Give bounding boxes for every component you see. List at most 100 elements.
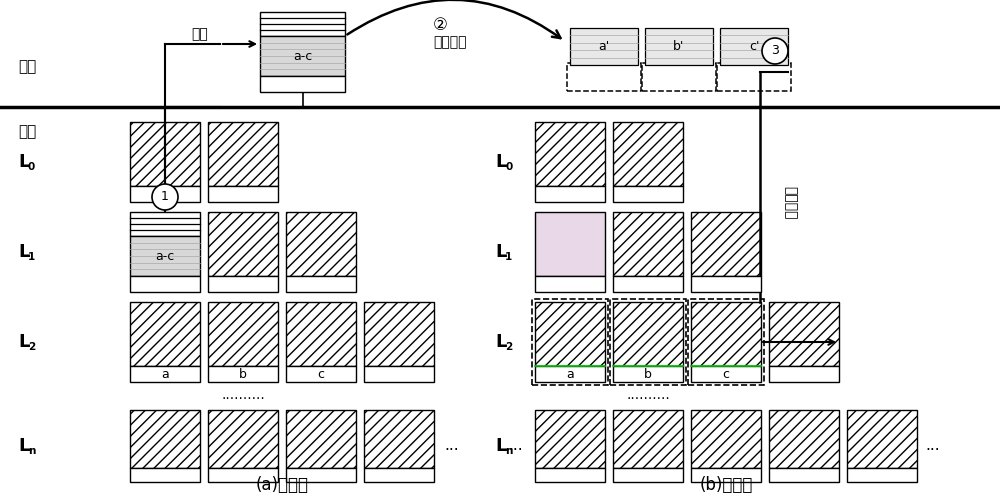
Text: a-c: a-c <box>293 50 312 63</box>
Bar <box>847 410 917 468</box>
Text: 0: 0 <box>505 162 512 172</box>
Text: L: L <box>18 333 29 351</box>
Bar <box>642 63 716 91</box>
Text: 1: 1 <box>505 252 512 262</box>
Bar <box>130 276 200 292</box>
Text: ②: ② <box>433 16 447 34</box>
Text: c': c' <box>749 40 759 53</box>
Bar <box>717 63 791 91</box>
Bar <box>260 36 345 76</box>
Bar <box>130 236 200 276</box>
Text: a: a <box>566 367 574 381</box>
Bar <box>645 28 713 65</box>
Text: L: L <box>495 437 506 455</box>
Text: ..........: .......... <box>626 388 670 402</box>
Bar <box>535 302 605 366</box>
Text: b: b <box>239 367 247 381</box>
Bar <box>208 410 278 468</box>
Bar <box>769 410 839 468</box>
Bar <box>532 299 608 385</box>
Text: ...: ... <box>508 438 523 453</box>
Bar <box>130 122 200 186</box>
Text: n: n <box>505 446 512 456</box>
Bar <box>535 212 605 276</box>
Bar <box>613 212 683 276</box>
Bar <box>613 186 683 202</box>
Bar <box>260 12 345 36</box>
Text: 读取: 读取 <box>192 27 208 41</box>
Bar <box>286 366 356 382</box>
Bar <box>570 28 638 65</box>
Bar <box>364 366 434 382</box>
Bar <box>691 366 761 382</box>
Text: a': a' <box>598 40 610 53</box>
Text: 内存: 内存 <box>18 60 36 75</box>
Bar <box>535 276 605 292</box>
Text: n: n <box>28 446 35 456</box>
Bar <box>130 302 200 366</box>
Text: 磁盘: 磁盘 <box>18 125 36 140</box>
Text: ...: ... <box>444 438 459 453</box>
Bar <box>286 468 356 482</box>
Bar <box>260 76 345 92</box>
Bar <box>769 302 839 366</box>
Text: L: L <box>18 153 29 171</box>
Circle shape <box>762 38 788 64</box>
Bar <box>535 122 605 186</box>
Text: a: a <box>161 367 169 381</box>
Text: L: L <box>495 333 506 351</box>
Bar <box>613 468 683 482</box>
Text: 3: 3 <box>771 45 779 58</box>
Bar <box>691 302 761 366</box>
Bar <box>720 28 788 65</box>
Bar <box>613 302 683 366</box>
Bar <box>610 299 686 385</box>
Bar <box>286 212 356 276</box>
Bar <box>613 276 683 292</box>
Text: (b)合并后: (b)合并后 <box>699 476 753 494</box>
Bar <box>208 276 278 292</box>
Text: 2: 2 <box>505 342 512 352</box>
Bar <box>364 468 434 482</box>
Bar <box>691 212 761 276</box>
Bar <box>208 122 278 186</box>
Bar <box>613 366 683 382</box>
Bar <box>688 299 764 385</box>
Bar <box>208 302 278 366</box>
Text: L: L <box>18 437 29 455</box>
Text: 1: 1 <box>28 252 35 262</box>
Bar <box>769 366 839 382</box>
FancyArrowPatch shape <box>347 0 560 38</box>
Bar <box>130 366 200 382</box>
Bar <box>286 302 356 366</box>
Bar <box>691 468 761 482</box>
Bar <box>364 302 434 366</box>
Text: L: L <box>495 243 506 261</box>
Text: ..........: .......... <box>221 388 265 402</box>
Bar <box>567 63 641 91</box>
Text: b: b <box>644 367 652 381</box>
Bar <box>208 212 278 276</box>
Bar <box>208 186 278 202</box>
Text: L: L <box>495 153 506 171</box>
Bar <box>208 366 278 382</box>
Bar <box>208 468 278 482</box>
Bar <box>613 122 683 186</box>
Bar <box>130 212 200 236</box>
Text: 合并排序: 合并排序 <box>433 35 467 49</box>
Text: a-c: a-c <box>155 249 175 262</box>
Text: L: L <box>18 243 29 261</box>
Bar <box>130 410 200 468</box>
Text: c: c <box>318 367 324 381</box>
Text: b': b' <box>673 40 685 53</box>
Text: 追加写入: 追加写入 <box>783 185 797 219</box>
Bar <box>364 410 434 468</box>
Text: 0: 0 <box>28 162 35 172</box>
Bar <box>691 410 761 468</box>
Bar <box>769 468 839 482</box>
Bar <box>130 468 200 482</box>
Circle shape <box>152 184 178 210</box>
Bar <box>847 468 917 482</box>
Text: 2: 2 <box>28 342 35 352</box>
Text: c: c <box>722 367 730 381</box>
